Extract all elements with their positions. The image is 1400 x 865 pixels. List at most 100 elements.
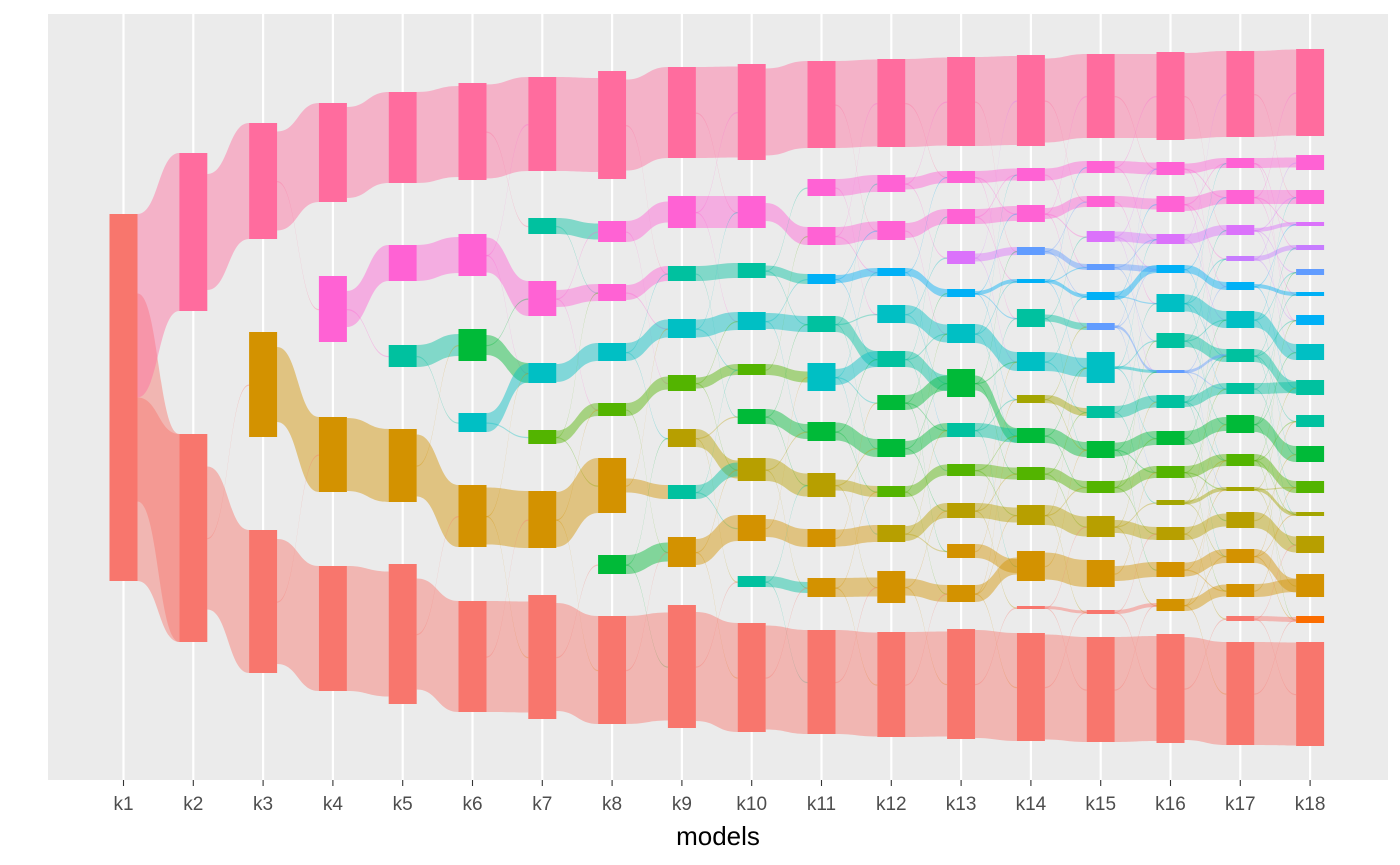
cluster-block-k6-5 xyxy=(458,485,487,547)
cluster-block-k7-3 xyxy=(528,281,557,316)
flow-thin-k15-11-14 xyxy=(1114,526,1157,607)
tick-label-k1: k1 xyxy=(113,794,133,815)
flow-k1-split-1 xyxy=(137,397,180,642)
flow-thin-k15-5-2 xyxy=(1114,204,1157,298)
flow-thin-k16-2-7 xyxy=(1184,204,1227,357)
flow-thin-k16-5-4 xyxy=(1184,258,1227,305)
flow-k4-1 xyxy=(346,245,389,327)
cluster-block-k11-3 xyxy=(807,227,836,245)
flow-k11-9 xyxy=(835,577,878,597)
flow-k3-1 xyxy=(277,347,319,492)
cluster-block-k12-1 xyxy=(877,59,906,147)
flow-k14-11 xyxy=(1044,552,1087,587)
flow-k4-2 xyxy=(346,418,389,502)
flow-thin-k13-0-3 xyxy=(975,101,1017,253)
flow-k16-8 xyxy=(1184,383,1227,407)
flow-thin-k17-14-12 xyxy=(1254,487,1297,592)
cluster-block-k15-15 xyxy=(1086,637,1115,742)
flow-k10-7 xyxy=(765,519,808,547)
flow-thin-k5-2-3 xyxy=(416,356,459,424)
flow-k12-2 xyxy=(905,209,948,238)
flow-k14-12 xyxy=(1044,606,1087,614)
cluster-block-k12-2 xyxy=(877,175,906,192)
flow-thin-k10-8-7 xyxy=(765,485,808,583)
cluster-block-k18-1 xyxy=(1296,49,1325,136)
cluster-block-k2-1 xyxy=(179,153,208,311)
flow-thin-k17-5-3 xyxy=(1254,224,1297,288)
flow-k14-1 xyxy=(1044,161,1087,181)
cluster-block-k16-4 xyxy=(1156,234,1185,244)
flow-thin-k17-15-17 xyxy=(1254,618,1297,696)
cluster-block-k17-16 xyxy=(1226,616,1255,621)
flow-thin-k13-2-4 xyxy=(975,216,1017,283)
flow-thin-k7-1-2 xyxy=(556,226,599,294)
flow-thin-k17-13-13 xyxy=(1254,514,1297,558)
flow-thin-k15-9-7 xyxy=(1114,371,1157,451)
flow-thin-k15-9-10 xyxy=(1114,449,1157,474)
flow-thin-k15-10-6 xyxy=(1114,340,1157,489)
flow-thin-k17-8-6 xyxy=(1254,294,1297,390)
flow-thin-k16-7-8 xyxy=(1184,371,1227,390)
flow-k15-0 xyxy=(1114,54,1157,138)
flow-k14-7 xyxy=(1044,428,1087,457)
flow-thin-k15-12-10 xyxy=(1114,472,1157,575)
flow-thin-k8-4-7 xyxy=(626,409,668,554)
cluster-block-k17-12 xyxy=(1226,487,1255,491)
cluster-block-k1-1 xyxy=(109,214,138,581)
flow-k8-1 xyxy=(626,201,668,242)
cluster-block-k17-10 xyxy=(1226,415,1255,433)
flow-thin-k16-11-7 xyxy=(1184,355,1227,504)
flow-k13-7 xyxy=(975,423,1017,443)
flow-thin-k12-1-3 xyxy=(905,183,948,259)
flow-thin-k13-4-2 xyxy=(975,213,1017,295)
flow-thin-k9-3-4 xyxy=(695,328,738,371)
cluster-block-k16-11 xyxy=(1156,466,1185,478)
flow-thin-k12-6-7 xyxy=(905,402,948,432)
flow-thin-k9-1-3 xyxy=(695,212,738,323)
tick-label-k9: k9 xyxy=(672,794,692,815)
flow-k14-3 xyxy=(1044,248,1087,270)
flow-k15-1 xyxy=(1114,161,1157,175)
flow-thin-k12-5-5 xyxy=(905,333,948,361)
flow-k8-2 xyxy=(626,266,668,300)
flow-thin-k9-1-0 xyxy=(695,112,738,214)
cluster-block-k12-6 xyxy=(877,351,906,367)
flow-thin-k9-7-9 xyxy=(695,552,738,679)
cluster-block-k6-6 xyxy=(458,601,487,712)
cluster-block-k3-3 xyxy=(249,530,278,673)
flow-thin-k7-6-6 xyxy=(556,564,599,659)
cluster-block-k12-7 xyxy=(877,395,906,410)
cluster-block-k4-1 xyxy=(318,103,347,202)
tick-label-k2: k2 xyxy=(183,794,203,815)
cluster-block-k17-4 xyxy=(1226,225,1255,235)
flow-thin-k16-14-13 xyxy=(1184,556,1227,607)
flow-k7-6 xyxy=(556,603,599,724)
flow-thin-k15-4-6 xyxy=(1114,267,1157,342)
flow-k6-3 xyxy=(486,363,529,432)
flow-thin-k6-1-3 xyxy=(486,255,529,375)
cluster-block-k14-6 xyxy=(1016,309,1045,327)
flow-k17-11 xyxy=(1254,487,1297,516)
flow-thin-k14-2-3 xyxy=(1044,213,1087,238)
flow-thin-k16-7-5 xyxy=(1184,286,1227,373)
flow-thin-k13-5-7 xyxy=(975,333,1017,437)
cluster-block-k15-12 xyxy=(1086,516,1115,537)
tick-label-k3: k3 xyxy=(253,794,273,815)
flow-k17-16 xyxy=(1254,642,1297,746)
flow-thin-k11-9-11 xyxy=(835,587,878,686)
flow-thin-k6-0-1 xyxy=(486,131,529,228)
flow-k15-2 xyxy=(1114,196,1157,210)
flow-thin-k13-11-13 xyxy=(975,593,1017,689)
flow-k17-2 xyxy=(1254,190,1297,204)
flow-thin-k16-6-3 xyxy=(1184,230,1227,342)
flow-k10-6 xyxy=(765,458,808,497)
flow-k17-12 xyxy=(1254,512,1297,553)
cluster-block-k6-4 xyxy=(458,413,487,432)
flow-k12-7 xyxy=(905,423,948,455)
flow-thin-k8-3-5 xyxy=(626,352,668,440)
flow-thin-k9-0-1 xyxy=(695,112,738,214)
cluster-block-k18-18 xyxy=(1296,642,1325,746)
flow-thin-k9-4-3 xyxy=(695,321,738,385)
flow-thin-k12-3-1 xyxy=(905,177,948,274)
flow-thin-k15-11-11 xyxy=(1114,502,1157,528)
